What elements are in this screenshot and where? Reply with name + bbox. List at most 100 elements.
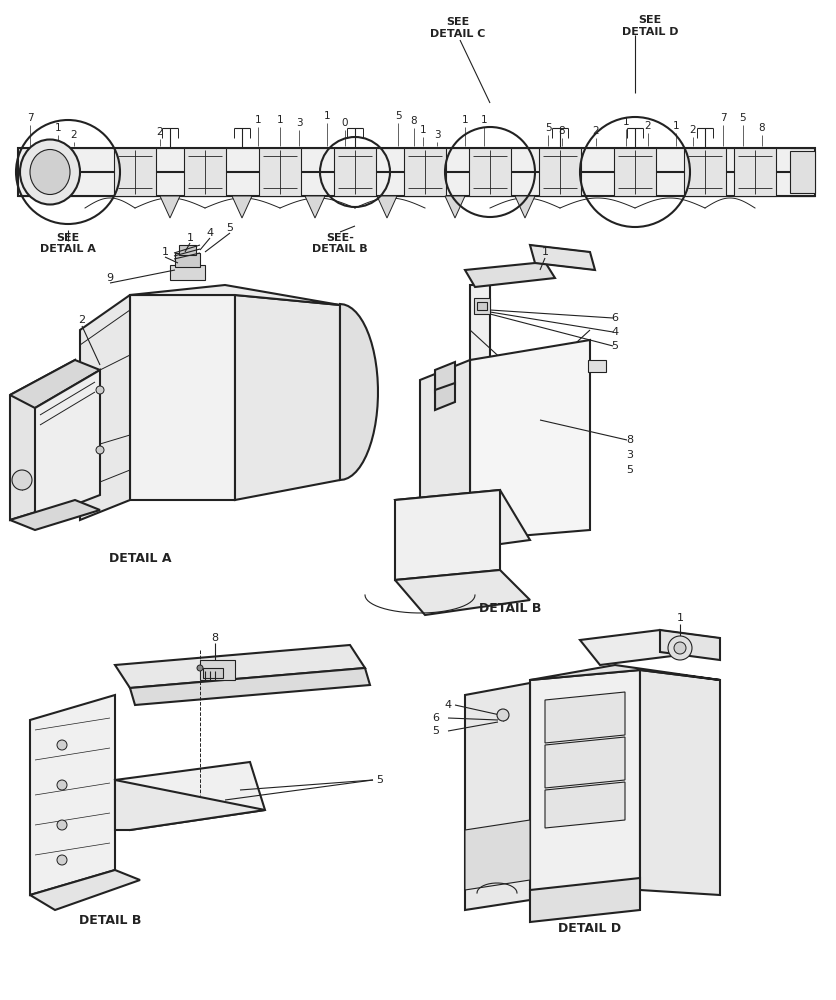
Text: 4: 4	[611, 327, 619, 337]
Text: 2: 2	[645, 121, 651, 131]
Text: 9: 9	[106, 273, 114, 283]
Bar	[179, 245, 196, 255]
Polygon shape	[130, 668, 370, 705]
Polygon shape	[470, 340, 590, 540]
Text: DETAIL D: DETAIL D	[622, 27, 678, 37]
Text: 6: 6	[611, 313, 619, 323]
Text: 0: 0	[342, 118, 349, 128]
Text: 1: 1	[461, 115, 468, 125]
Circle shape	[197, 665, 203, 671]
Polygon shape	[235, 295, 340, 500]
Text: 8: 8	[626, 435, 634, 445]
Bar	[114, 148, 156, 196]
Polygon shape	[530, 665, 720, 680]
Polygon shape	[445, 196, 465, 218]
Text: 1: 1	[481, 115, 487, 125]
Circle shape	[57, 820, 67, 830]
Text: 1: 1	[277, 115, 283, 125]
Text: DETAIL A: DETAIL A	[109, 552, 171, 564]
Text: 5: 5	[545, 123, 551, 133]
Text: 5: 5	[395, 111, 401, 121]
Polygon shape	[640, 670, 720, 895]
Polygon shape	[435, 383, 455, 410]
Polygon shape	[420, 360, 470, 550]
Text: SEE: SEE	[446, 17, 470, 27]
Text: 1: 1	[255, 115, 262, 125]
Bar	[170, 265, 205, 280]
Bar	[474, 298, 490, 314]
Bar	[184, 148, 226, 196]
Polygon shape	[580, 630, 680, 665]
Bar	[614, 148, 656, 196]
Circle shape	[96, 446, 104, 454]
Text: 1: 1	[186, 233, 193, 243]
Polygon shape	[530, 245, 595, 270]
Text: 2: 2	[690, 125, 696, 135]
Polygon shape	[530, 878, 640, 922]
Polygon shape	[232, 196, 252, 218]
Text: 4: 4	[206, 228, 213, 238]
Text: 8: 8	[410, 116, 417, 126]
Text: 1: 1	[542, 247, 548, 257]
Text: 1: 1	[324, 111, 330, 121]
Bar	[539, 148, 581, 196]
Text: 1: 1	[420, 125, 426, 135]
Polygon shape	[395, 570, 530, 615]
Text: 1: 1	[676, 613, 684, 623]
Text: DETAIL C: DETAIL C	[431, 29, 486, 39]
Polygon shape	[30, 695, 115, 895]
Bar	[684, 148, 726, 196]
Bar	[404, 148, 446, 196]
Bar	[334, 148, 376, 196]
Polygon shape	[10, 500, 100, 530]
Bar	[18, 148, 815, 196]
Text: DETAIL B: DETAIL B	[312, 244, 368, 254]
Polygon shape	[115, 780, 265, 830]
Text: SEE: SEE	[639, 15, 661, 25]
Text: DETAIL B: DETAIL B	[479, 601, 541, 614]
Circle shape	[668, 636, 692, 660]
Bar	[259, 148, 301, 196]
Circle shape	[674, 642, 686, 654]
Circle shape	[497, 709, 509, 721]
Polygon shape	[530, 670, 640, 900]
Polygon shape	[660, 630, 720, 660]
Circle shape	[96, 386, 104, 394]
Text: 1: 1	[54, 123, 61, 133]
Polygon shape	[545, 737, 625, 788]
Polygon shape	[465, 820, 530, 890]
Text: 3: 3	[626, 450, 634, 460]
Text: 1: 1	[161, 247, 169, 257]
Polygon shape	[30, 870, 140, 910]
Polygon shape	[395, 490, 500, 580]
Polygon shape	[377, 196, 397, 218]
Polygon shape	[515, 196, 535, 218]
Bar	[200, 660, 235, 680]
Circle shape	[57, 855, 67, 865]
Text: 8: 8	[558, 126, 565, 136]
Text: 5: 5	[227, 223, 233, 233]
Text: DETAIL B: DETAIL B	[79, 914, 141, 926]
Polygon shape	[80, 295, 130, 520]
Text: 3: 3	[434, 130, 441, 140]
Text: 5: 5	[740, 113, 747, 123]
Ellipse shape	[30, 149, 70, 194]
Text: 2: 2	[156, 127, 163, 137]
Polygon shape	[545, 782, 625, 828]
Text: 2: 2	[79, 315, 85, 325]
Text: 5: 5	[626, 465, 634, 475]
Polygon shape	[35, 370, 100, 520]
Text: DETAIL A: DETAIL A	[40, 244, 96, 254]
Bar	[588, 360, 606, 372]
Polygon shape	[10, 360, 100, 408]
Polygon shape	[465, 262, 555, 287]
Ellipse shape	[20, 139, 80, 205]
Text: 3: 3	[296, 118, 303, 128]
Text: 4: 4	[445, 700, 451, 710]
Text: 7: 7	[720, 113, 726, 123]
Text: DETAIL D: DETAIL D	[558, 922, 621, 934]
Polygon shape	[545, 692, 625, 743]
Text: 1: 1	[673, 121, 680, 131]
Text: 8: 8	[759, 123, 765, 133]
Bar	[790, 151, 815, 193]
